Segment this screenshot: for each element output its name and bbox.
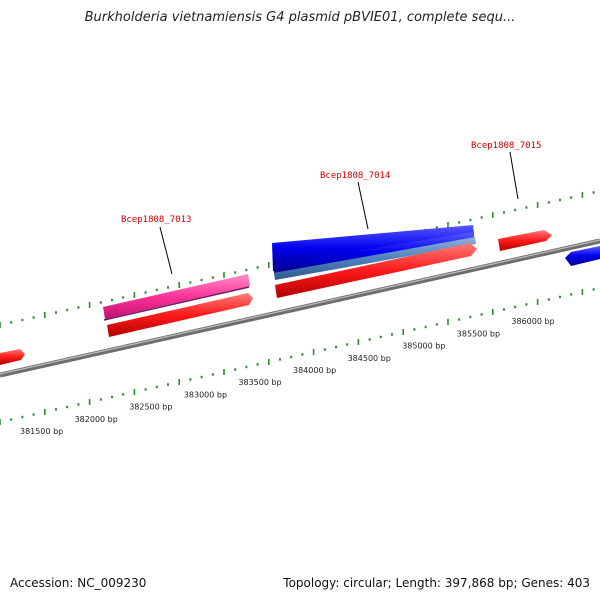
scale-label: 383000 bp	[184, 390, 227, 399]
gene-label-layer: Bcep1808_7013 Bcep1808_7014 Bcep1808_701…	[121, 141, 541, 275]
scale-label: 382500 bp	[129, 403, 172, 412]
gene-arrow-left-edge[interactable]	[0, 349, 25, 365]
scale-labels: 381500 bp 382000 bp 382500 bp 383000 bp 3835…	[20, 317, 555, 436]
gene-arrow-7013-red[interactable]	[107, 293, 253, 337]
label-bcep1808-7015[interactable]: Bcep1808_7015	[471, 141, 541, 151]
leader-line-7014	[357, 181, 369, 230]
scale-label: 383500 bp	[238, 378, 281, 387]
accession-text: Accession: NC_009230	[10, 576, 147, 590]
gene-arrow-7014-red[interactable]	[275, 243, 477, 298]
leader-line-7013	[159, 226, 173, 275]
scale-label: 386000 bp	[511, 317, 554, 326]
scale-label: 384000 bp	[293, 366, 336, 375]
gene-bcep1808-7014-steel[interactable]	[274, 237, 476, 280]
topology-text: Topology: circular; Length: 397,868 bp; …	[283, 576, 590, 590]
gene-bcep1808-7013-edge	[103, 286, 250, 321]
label-bcep1808-7014[interactable]: Bcep1808_7014	[320, 171, 390, 181]
inner-tick-track	[0, 288, 595, 425]
scale-label: 382000 bp	[75, 415, 118, 424]
backbone-highlight	[0, 239, 600, 375]
gene-bcep1808-7014-outline	[273, 232, 474, 273]
gene-bcep1808-7015[interactable]	[498, 230, 552, 251]
backbone-line	[0, 238, 600, 378]
leader-line-7015	[509, 151, 519, 200]
scale-label: 385500 bp	[457, 329, 500, 338]
gene-features	[0, 225, 600, 365]
scale-label: 384500 bp	[348, 354, 391, 363]
map-title: Burkholderia vietnamiensis G4 plasmid pB…	[84, 10, 516, 25]
scale-label: 385000 bp	[402, 342, 445, 351]
gene-arrow-blue-right-edge[interactable]	[565, 246, 600, 266]
scale-label: 381500 bp	[20, 427, 63, 436]
gene-bcep1808-7013[interactable]	[103, 274, 250, 319]
label-bcep1808-7013[interactable]: Bcep1808_7013	[121, 215, 191, 225]
